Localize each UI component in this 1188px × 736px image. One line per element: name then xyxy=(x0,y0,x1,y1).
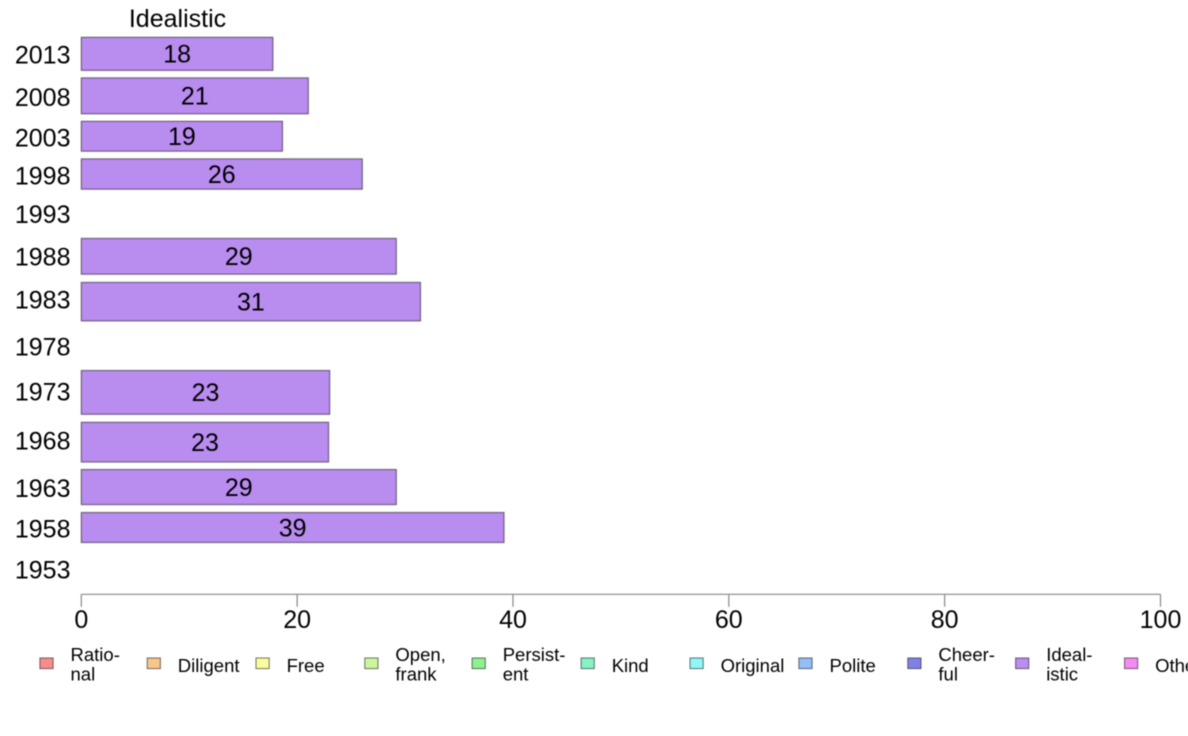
svg-text:Other: Other xyxy=(1155,655,1188,676)
svg-text:60: 60 xyxy=(715,606,743,634)
svg-text:23: 23 xyxy=(191,429,219,457)
svg-text:1988: 1988 xyxy=(15,244,71,272)
svg-text:Polite: Polite xyxy=(830,655,876,676)
svg-text:40: 40 xyxy=(499,606,527,634)
svg-text:23: 23 xyxy=(192,379,220,407)
svg-text:1983: 1983 xyxy=(15,287,71,315)
svg-text:1958: 1958 xyxy=(15,516,71,544)
svg-text:2003: 2003 xyxy=(15,124,71,152)
svg-text:ful: ful xyxy=(938,664,958,685)
svg-text:Ideal-: Ideal- xyxy=(1046,644,1092,665)
svg-text:19: 19 xyxy=(168,123,196,151)
svg-text:istic: istic xyxy=(1046,664,1078,685)
svg-text:21: 21 xyxy=(181,83,209,111)
svg-text:1993: 1993 xyxy=(15,201,71,229)
svg-text:1978: 1978 xyxy=(15,334,71,362)
svg-text:100: 100 xyxy=(1140,606,1182,634)
svg-text:nal: nal xyxy=(71,664,96,685)
svg-text:Free: Free xyxy=(287,655,325,676)
svg-text:0: 0 xyxy=(74,606,88,634)
svg-text:31: 31 xyxy=(237,289,265,317)
svg-text:Cheer-: Cheer- xyxy=(938,644,995,665)
svg-text:Original: Original xyxy=(721,655,785,676)
svg-text:39: 39 xyxy=(279,514,307,542)
svg-text:Diligent: Diligent xyxy=(178,655,240,676)
svg-text:80: 80 xyxy=(931,606,959,634)
svg-text:frank: frank xyxy=(395,664,437,685)
svg-text:29: 29 xyxy=(225,474,253,502)
svg-text:20: 20 xyxy=(283,606,311,634)
svg-text:18: 18 xyxy=(163,41,191,69)
svg-text:29: 29 xyxy=(225,243,253,271)
svg-text:Kind: Kind xyxy=(612,655,649,676)
svg-text:2013: 2013 xyxy=(15,41,71,69)
svg-text:Ratio-: Ratio- xyxy=(71,644,120,665)
svg-text:Open,: Open, xyxy=(395,644,445,665)
svg-text:1998: 1998 xyxy=(15,162,71,190)
svg-text:1953: 1953 xyxy=(15,556,71,584)
svg-text:26: 26 xyxy=(208,161,236,189)
svg-text:Persist-: Persist- xyxy=(503,644,566,665)
svg-text:1973: 1973 xyxy=(15,378,71,406)
svg-text:Idealistic: Idealistic xyxy=(129,5,226,33)
svg-text:1963: 1963 xyxy=(15,475,71,503)
svg-text:2008: 2008 xyxy=(15,84,71,112)
svg-text:ent: ent xyxy=(503,664,529,685)
svg-text:1968: 1968 xyxy=(15,427,71,455)
